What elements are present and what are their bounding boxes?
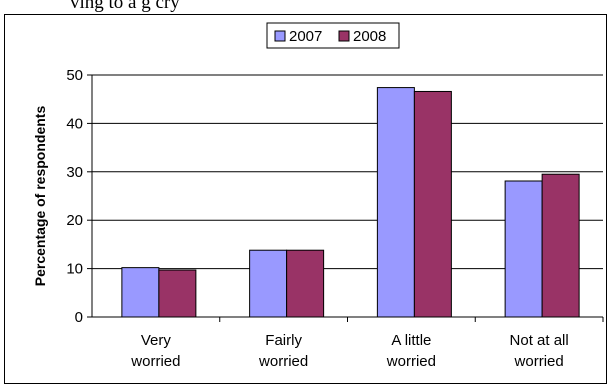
bar-2008-1 bbox=[286, 249, 325, 318]
x-tick-label-0-0: Very bbox=[141, 332, 172, 349]
x-tick-label-3-1: worried bbox=[514, 353, 564, 370]
bar-2007-0 bbox=[121, 267, 160, 318]
legend-label-2007: 2007 bbox=[289, 28, 322, 45]
x-tick-label-1-0: Fairly bbox=[265, 332, 302, 349]
x-tick-label-1-1: worried bbox=[258, 353, 308, 370]
y-tick-label-20: 20 bbox=[66, 212, 83, 229]
y-axis-title: Percentage of respondents bbox=[32, 106, 48, 287]
bar-2008-3 bbox=[541, 173, 580, 318]
legend-swatch-2008 bbox=[338, 30, 350, 42]
bar-2007-1 bbox=[249, 249, 288, 318]
y-tick-label-40: 40 bbox=[66, 115, 83, 132]
bar-2007-2 bbox=[376, 87, 415, 318]
x-tick-label-2-1: worried bbox=[386, 353, 436, 370]
x-tick-label-0-1: worried bbox=[130, 353, 180, 370]
chart-frame: 0 10 20 30 40 50 Very worried Fairly worried A lit… bbox=[4, 14, 607, 384]
bar-chart: 0 10 20 30 40 50 Very worried Fairly worried A lit… bbox=[32, 22, 604, 370]
bar-2008-0 bbox=[158, 269, 197, 318]
bar-2008-2 bbox=[413, 90, 452, 318]
legend-box bbox=[266, 22, 400, 49]
chart-caption: ving to a g cry bbox=[70, 0, 180, 13]
legend-label-2008: 2008 bbox=[353, 28, 386, 45]
legend-swatch-2007 bbox=[274, 30, 286, 42]
x-tick-label-2-0: A little bbox=[391, 332, 431, 349]
y-tick-label-30: 30 bbox=[66, 164, 83, 181]
y-tick-label-50: 50 bbox=[66, 67, 83, 84]
y-tick-label-0: 0 bbox=[75, 309, 83, 326]
y-tick-label-10: 10 bbox=[66, 261, 83, 278]
bar-2007-3 bbox=[504, 180, 543, 318]
x-tick-label-3-0: Not at all bbox=[510, 332, 569, 349]
